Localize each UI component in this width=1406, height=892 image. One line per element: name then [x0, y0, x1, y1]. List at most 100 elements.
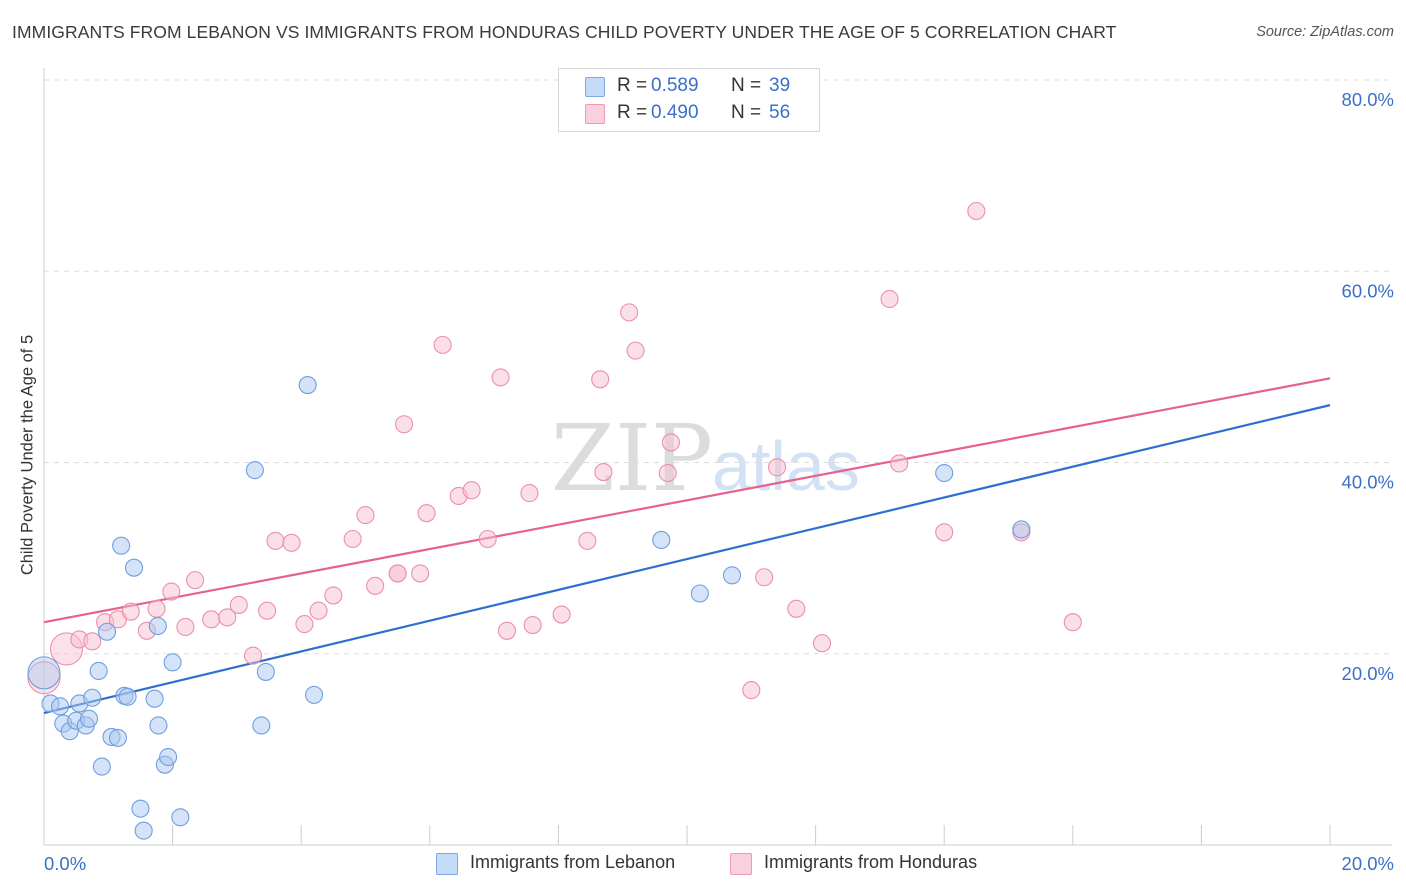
honduras-point[interactable] — [462, 481, 481, 500]
honduras-point[interactable] — [83, 632, 102, 651]
honduras-point[interactable] — [890, 454, 909, 473]
y-tick-label: 80.0% — [1342, 89, 1394, 110]
lebanon-point[interactable] — [131, 799, 150, 818]
honduras-point[interactable] — [356, 506, 375, 525]
honduras-point[interactable] — [324, 586, 343, 605]
honduras-point[interactable] — [176, 617, 195, 637]
lebanon-legend-swatch — [436, 853, 458, 875]
lebanon-point[interactable] — [27, 656, 61, 690]
legend-r-value: 0.490 — [651, 102, 699, 123]
honduras-point[interactable] — [411, 564, 430, 583]
honduras-point[interactable] — [658, 463, 677, 483]
honduras-point[interactable] — [309, 601, 328, 620]
honduras-point[interactable] — [417, 504, 436, 523]
honduras-point[interactable] — [388, 564, 407, 583]
lebanon-point[interactable] — [652, 530, 671, 550]
honduras-point[interactable] — [491, 368, 510, 387]
honduras-point[interactable] — [229, 595, 248, 615]
honduras-point[interactable] — [295, 615, 314, 634]
honduras-legend-label: Immigrants from Honduras — [764, 852, 978, 872]
lebanon-point[interactable] — [51, 697, 70, 716]
honduras-point[interactable] — [523, 616, 542, 635]
honduras-trend-line — [43, 377, 1331, 624]
lebanon-point[interactable] — [245, 461, 264, 480]
honduras-point[interactable] — [880, 289, 899, 309]
lebanon-point[interactable] — [252, 716, 271, 735]
honduras-point[interactable] — [497, 621, 517, 640]
lebanon-point[interactable] — [89, 661, 108, 681]
x-tick-label: 0.0% — [44, 853, 86, 874]
lebanon-point[interactable] — [163, 653, 182, 672]
lebanon-point[interactable] — [124, 558, 144, 577]
lebanon-point[interactable] — [92, 757, 111, 776]
chart-title: IMMIGRANTS FROM LEBANON VS IMMIGRANTS FR… — [12, 22, 1117, 42]
honduras-point[interactable] — [478, 529, 497, 549]
lebanon-swatch — [585, 77, 605, 97]
lebanon-point[interactable] — [298, 375, 317, 395]
honduras-point[interactable] — [266, 531, 285, 550]
honduras-point[interactable] — [243, 646, 263, 665]
honduras-point[interactable] — [591, 370, 610, 389]
honduras-point[interactable] — [552, 605, 571, 624]
legend-r-label: R = — [617, 102, 648, 123]
legend-n-label: N = — [731, 75, 762, 96]
honduras-point[interactable] — [755, 568, 774, 587]
honduras-point[interactable] — [661, 433, 680, 452]
y-axis-label: Child Poverty Under the Age of 5 — [18, 334, 37, 576]
honduras-point[interactable] — [742, 681, 761, 700]
lebanon-point[interactable] — [108, 728, 127, 747]
honduras-point[interactable] — [620, 303, 639, 322]
legend-r-value: 0.589 — [651, 75, 699, 96]
lebanon-point[interactable] — [83, 688, 102, 707]
honduras-point[interactable] — [366, 576, 385, 595]
lebanon-point[interactable] — [690, 584, 709, 603]
lebanon-point[interactable] — [149, 716, 168, 735]
lebanon-point[interactable] — [134, 821, 153, 840]
legend-n-value: 39 — [769, 75, 791, 96]
lebanon-legend-label: Immigrants from Lebanon — [470, 852, 676, 872]
source-credit: Source: ZipAtlas.com — [1256, 24, 1394, 40]
honduras-point[interactable] — [787, 599, 806, 618]
x-tick-label: 20.0% — [1342, 853, 1394, 874]
lebanon-point[interactable] — [935, 463, 954, 483]
honduras-point[interactable] — [162, 582, 181, 601]
honduras-point[interactable] — [186, 571, 205, 590]
honduras-point[interactable] — [594, 463, 613, 482]
honduras-point[interactable] — [343, 529, 362, 549]
lebanon-point[interactable] — [97, 622, 117, 641]
honduras-point[interactable] — [258, 601, 277, 620]
honduras-point[interactable] — [282, 533, 301, 552]
honduras-point[interactable] — [935, 523, 954, 542]
honduras-point[interactable] — [121, 602, 140, 621]
honduras-point[interactable] — [147, 599, 166, 618]
honduras-legend-swatch — [730, 853, 752, 875]
lebanon-point[interactable] — [159, 747, 178, 767]
honduras-point[interactable] — [967, 201, 986, 221]
lebanon-point[interactable] — [118, 687, 137, 706]
lebanon-point[interactable] — [305, 685, 324, 704]
y-tick-label: 20.0% — [1342, 663, 1394, 684]
lebanon-point[interactable] — [148, 616, 167, 636]
honduras-point[interactable] — [1063, 613, 1082, 632]
honduras-point[interactable] — [218, 608, 237, 627]
honduras-point[interactable] — [433, 335, 452, 354]
honduras-point[interactable] — [626, 341, 645, 360]
honduras-point[interactable] — [27, 661, 61, 695]
honduras-point[interactable] — [812, 634, 832, 653]
honduras-point[interactable] — [520, 484, 539, 503]
lebanon-point[interactable] — [79, 709, 99, 728]
honduras-point[interactable] — [202, 610, 221, 629]
lebanon-point[interactable] — [256, 662, 275, 681]
correlation-legend: R = 0.589 N = 39 R = 0.490 N = 56 — [558, 68, 820, 132]
lebanon-point[interactable] — [145, 689, 164, 708]
lebanon-point[interactable] — [722, 566, 742, 585]
legend-r-label: R = — [617, 75, 648, 96]
watermark-zip: ZIP — [551, 405, 713, 512]
honduras-point[interactable] — [767, 458, 787, 477]
lebanon-point[interactable] — [171, 808, 190, 827]
lebanon-point[interactable] — [112, 536, 131, 555]
honduras-point[interactable] — [395, 415, 414, 434]
lebanon-point[interactable] — [1012, 520, 1031, 539]
honduras-point[interactable] — [578, 531, 597, 550]
